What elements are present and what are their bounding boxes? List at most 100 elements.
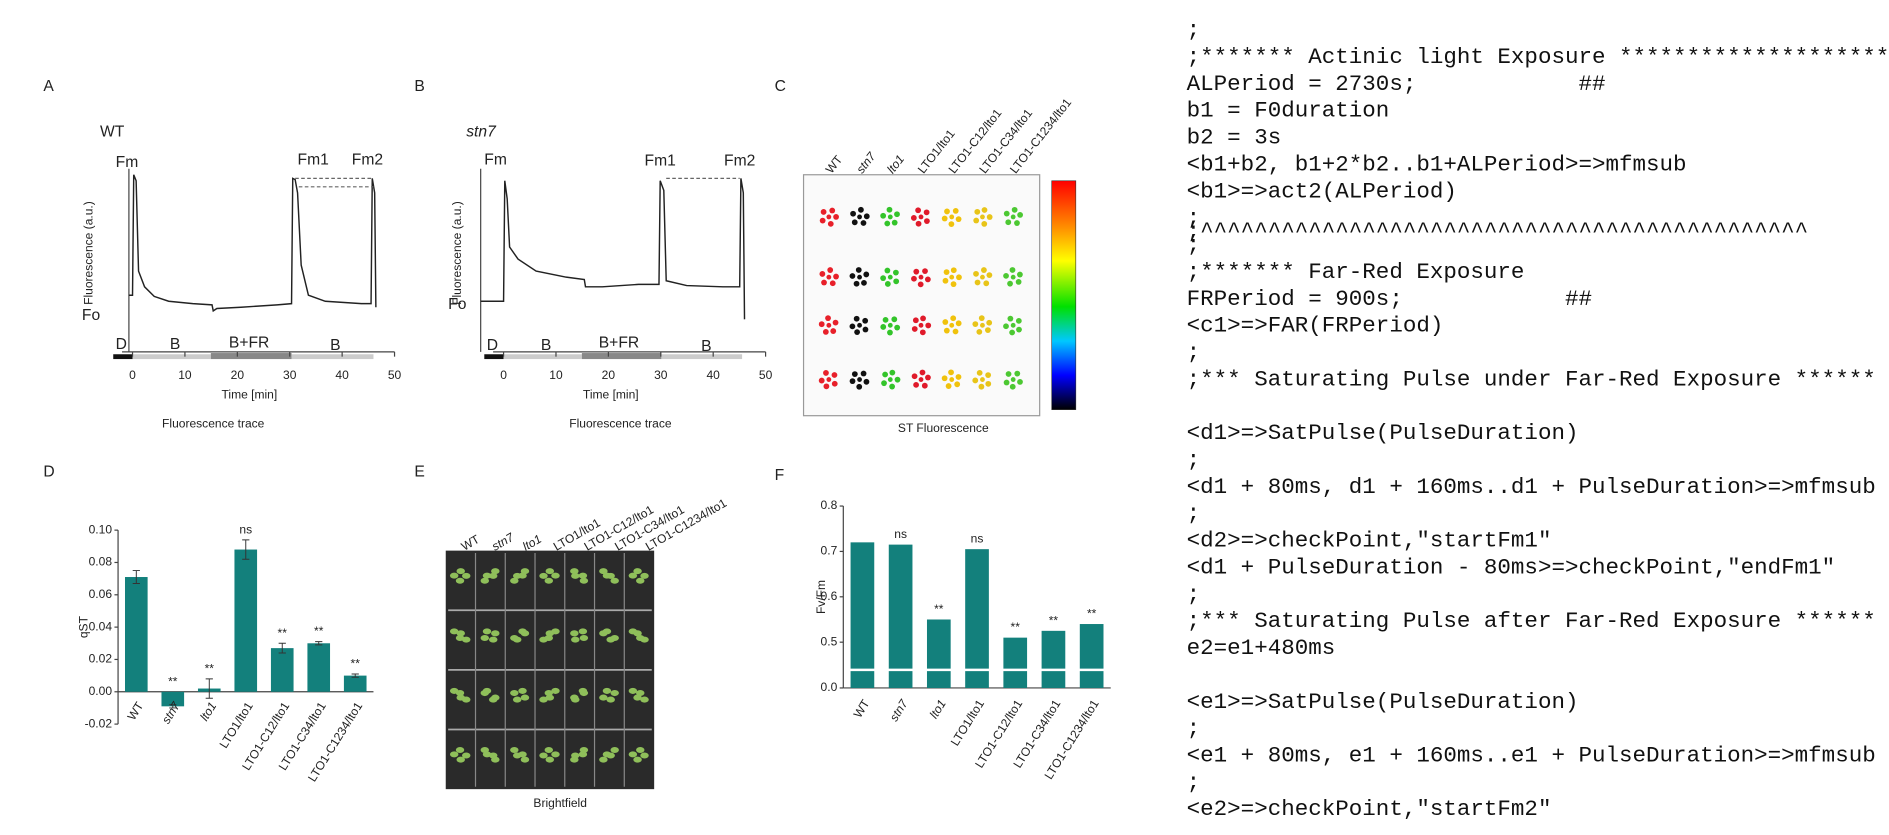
- plant-leaf: [880, 212, 887, 219]
- plant-leaf: [1009, 383, 1016, 390]
- plant-leaf: [882, 316, 889, 323]
- bar: [1079, 624, 1104, 688]
- significance-label: **: [1087, 607, 1097, 621]
- plant-leaf: [955, 216, 962, 223]
- caption: Fluorescence trace: [162, 416, 265, 430]
- plant-leaf: [880, 324, 887, 330]
- bar: [343, 675, 367, 692]
- code-line: ;: [1187, 769, 1201, 795]
- code-line: <d1>=>SatPulse(PulseDuration): [1187, 420, 1579, 446]
- plant-leaf: [491, 568, 500, 575]
- code-line: ;: [1187, 716, 1201, 742]
- plant-center: [887, 377, 893, 382]
- plant-leaf: [610, 577, 619, 584]
- plant-leaf: [849, 323, 856, 330]
- code-line: ALPeriod = 2730s; ##: [1187, 71, 1606, 97]
- phase-bar: [503, 354, 582, 360]
- x-tick-label: 40: [706, 368, 720, 382]
- plant-leaf: [850, 210, 856, 217]
- plant-leaf: [831, 372, 838, 378]
- code-line: <d2>=>checkPoint,"startFm1": [1187, 528, 1552, 554]
- code-line: <e1 + 80ms, e1 + 160ms..e1 + PulseDurati…: [1187, 742, 1876, 768]
- plant-center: [826, 377, 832, 382]
- error-bar: [242, 539, 250, 560]
- plant-leaf: [853, 280, 860, 287]
- plant-leaf: [628, 687, 638, 694]
- plant-leaf: [833, 273, 839, 280]
- plant-leaf: [819, 271, 826, 277]
- plant-leaf: [973, 217, 980, 224]
- plant-leaf: [482, 751, 492, 758]
- y-axis-label: Fluorescence (a.u.): [450, 201, 464, 305]
- plant-leaf: [863, 213, 870, 220]
- plant-leaf: [633, 568, 642, 575]
- annotation: Fm: [116, 154, 139, 171]
- x-tick-label: 10: [178, 368, 192, 382]
- plant-leaf: [578, 572, 588, 579]
- significance-label: **: [205, 661, 215, 675]
- code-line: ;^^^^^^^^^^^^^^^^^^^^^^^^^^^^^^^^^^^^^^^…: [1187, 219, 1809, 245]
- plant-leaf: [889, 383, 895, 390]
- plant-center: [980, 377, 985, 382]
- plant-leaf: [1015, 279, 1022, 285]
- plant-leaf: [819, 217, 826, 224]
- plant-leaf: [456, 756, 465, 763]
- plant-leaf: [973, 270, 979, 277]
- plant-leaf: [917, 281, 924, 288]
- y-tick-label: -0.02: [85, 716, 113, 730]
- plant-leaf: [854, 329, 861, 336]
- plant-photo: [448, 553, 652, 787]
- plant-leaf: [602, 751, 612, 758]
- plant-leaf: [986, 319, 993, 326]
- plant-leaf: [633, 630, 642, 637]
- plant-leaf: [636, 577, 645, 584]
- plant-leaf: [974, 279, 981, 286]
- plant-leaf: [862, 326, 869, 333]
- bar: [234, 549, 258, 692]
- plant-leaf: [491, 694, 500, 701]
- plant-leaf: [636, 747, 645, 754]
- plant-center: [1010, 214, 1016, 220]
- plant-leaf: [861, 279, 867, 286]
- plant-leaf: [1014, 370, 1021, 377]
- caption: Fluorescence trace: [569, 416, 672, 430]
- significance-label: **: [278, 626, 288, 640]
- plant-leaf: [893, 269, 899, 276]
- plant-images: [818, 206, 1024, 390]
- plant-leaf: [831, 380, 838, 387]
- plant-center: [918, 322, 924, 328]
- plant-leaf: [833, 214, 839, 220]
- caption: ST Fluorescence: [898, 421, 989, 435]
- plant-leaf: [480, 635, 490, 642]
- plant-leaf: [821, 279, 827, 286]
- plant-leaf: [849, 273, 856, 279]
- plant-leaf: [610, 635, 619, 642]
- plant-leaf: [551, 687, 560, 694]
- plant-leaf: [599, 756, 608, 763]
- plant-leaf: [510, 690, 519, 697]
- x-tick-label: 50: [388, 368, 402, 382]
- phase-bar: [113, 354, 133, 360]
- plant-leaf: [1007, 315, 1014, 322]
- plant-leaf: [480, 577, 490, 584]
- plant-leaf: [925, 374, 931, 381]
- plant-leaf: [570, 568, 579, 575]
- plant-leaf: [925, 322, 932, 329]
- plant-center: [1010, 274, 1016, 280]
- error-bar: [205, 678, 213, 699]
- panel-letter: A: [43, 78, 54, 95]
- phase-bar: [291, 354, 374, 360]
- plant-leaf: [978, 315, 985, 322]
- plant-leaf: [943, 327, 950, 334]
- plant-leaf: [578, 687, 588, 694]
- phase-label: B+FR: [229, 335, 269, 352]
- plant-center: [918, 214, 924, 220]
- annotation: Fm1: [645, 153, 676, 170]
- plant-leaf: [955, 374, 962, 380]
- plant-leaf: [636, 635, 645, 642]
- plant-leaf: [606, 696, 615, 703]
- plant-leaf: [491, 756, 500, 763]
- plant-leaf: [640, 752, 649, 759]
- annotation: Fo: [82, 307, 101, 324]
